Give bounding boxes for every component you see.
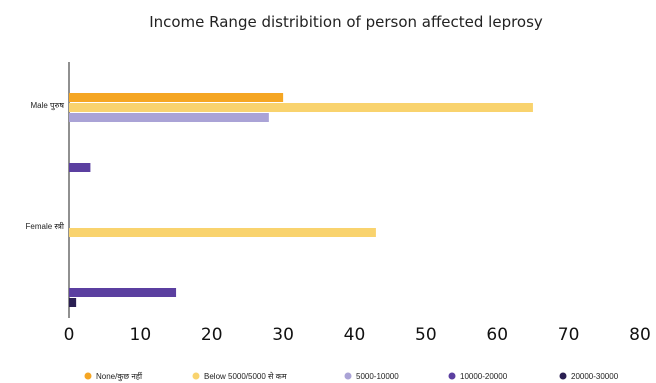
bar-male-series-1 <box>69 103 533 112</box>
category-label: Male पुरुष <box>30 101 64 111</box>
x-tick-label: 40 <box>344 325 366 345</box>
legend-marker <box>448 372 456 380</box>
legend-marker <box>559 372 567 380</box>
x-tick-label: 20 <box>201 325 223 345</box>
x-tick-label: 0 <box>64 325 75 345</box>
x-tick-label: 30 <box>272 325 294 345</box>
chart-title: Income Range distribition of person affe… <box>149 13 543 31</box>
bar-male-series-0 <box>69 93 284 102</box>
bar-male-series-3 <box>69 163 91 172</box>
legend-marker <box>192 372 200 380</box>
legend-marker <box>344 372 352 380</box>
x-tick-label: 50 <box>415 325 437 345</box>
x-tick-label: 10 <box>130 325 152 345</box>
legend-label: 10000-20000 <box>460 372 508 381</box>
legend-marker <box>84 372 92 380</box>
legend-label: Below 5000/5000 से कम <box>204 371 287 381</box>
category-labels: Male पुरुष Female स्त्री <box>26 101 65 231</box>
bar-female-series-1 <box>69 228 376 237</box>
x-axis-ticks: 0 10 20 30 40 50 60 70 80 <box>64 325 651 345</box>
legend-label: None/कुछ नहीं <box>96 371 143 382</box>
legend-label: 5000-10000 <box>356 372 399 381</box>
bar-female-series-3 <box>69 288 177 297</box>
x-tick-label: 60 <box>486 325 508 345</box>
bar-female-series-4 <box>69 298 77 307</box>
x-tick-label: 80 <box>629 325 651 345</box>
legend: None/कुछ नहीं Below 5000/5000 से कम 5000-1… <box>84 371 619 382</box>
bars-group <box>69 93 533 307</box>
legend-label: 20000-30000 <box>571 372 619 381</box>
bar-male-series-2 <box>69 113 269 122</box>
x-tick-label: 70 <box>558 325 580 345</box>
category-label: Female स्त्री <box>26 221 65 231</box>
